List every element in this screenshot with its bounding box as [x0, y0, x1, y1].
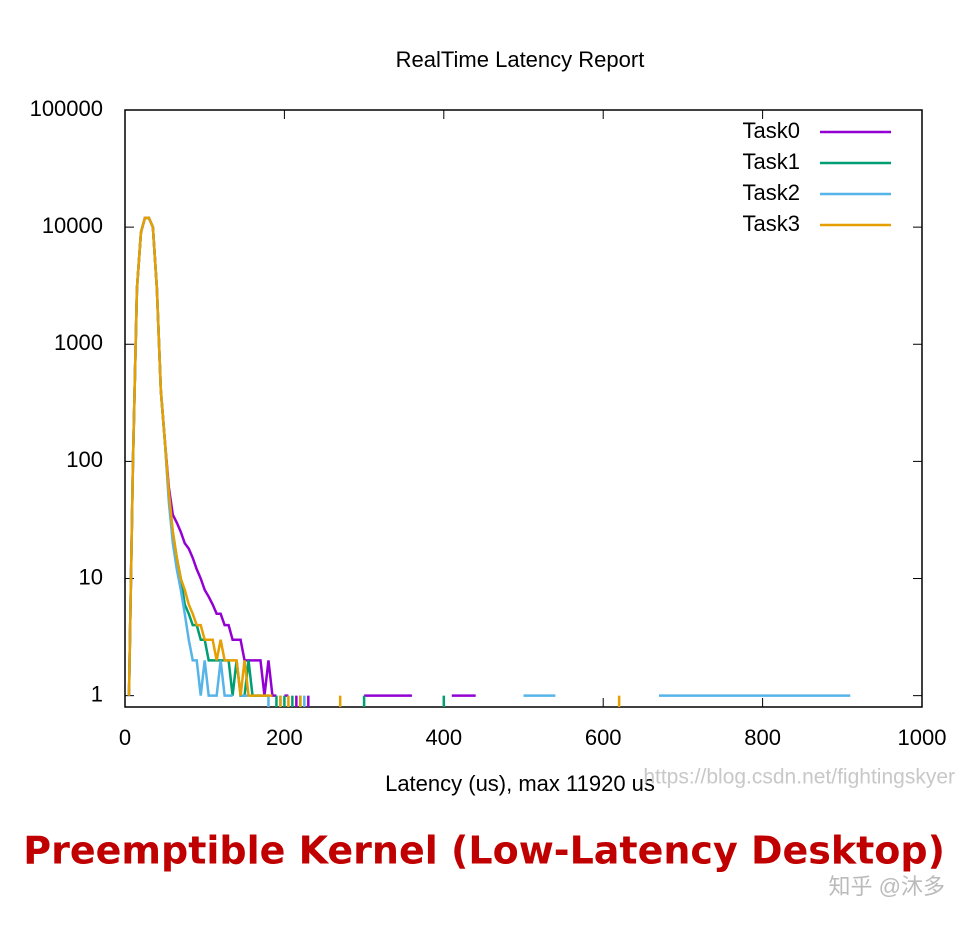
series-line: [127, 216, 233, 697]
x-axis-label: Latency (us), max 11920 us: [385, 771, 655, 796]
y-tick-label: 100000: [30, 96, 103, 121]
x-tick-label: 0: [119, 725, 131, 750]
x-tick-label: 1000: [898, 725, 947, 750]
x-tick-label: 200: [266, 725, 303, 750]
plot-border: [124, 109, 923, 708]
y-tick-label: 10000: [42, 213, 103, 238]
x-tick-label: 800: [744, 725, 781, 750]
legend-label: Task1: [743, 149, 800, 174]
legend-label: Task2: [743, 180, 800, 205]
watermark: 知乎 @沐多: [829, 874, 945, 899]
y-tick-label: 1: [91, 681, 103, 706]
series-line: [127, 216, 273, 697]
legend-label: Task0: [743, 118, 800, 143]
x-tick-label: 600: [585, 725, 622, 750]
series-line: [127, 216, 277, 697]
y-tick-label: 100: [66, 447, 103, 472]
y-tick-label: 1000: [54, 330, 103, 355]
watermark: https://blog.csdn.net/fightingskyer: [643, 766, 955, 789]
chart-title: RealTime Latency Report: [396, 47, 645, 72]
legend-label: Task3: [743, 211, 800, 236]
x-tick-label: 400: [425, 725, 462, 750]
y-tick-label: 10: [79, 564, 103, 589]
caption: Preemptible Kernel (Low-Latency Desktop): [23, 829, 945, 873]
